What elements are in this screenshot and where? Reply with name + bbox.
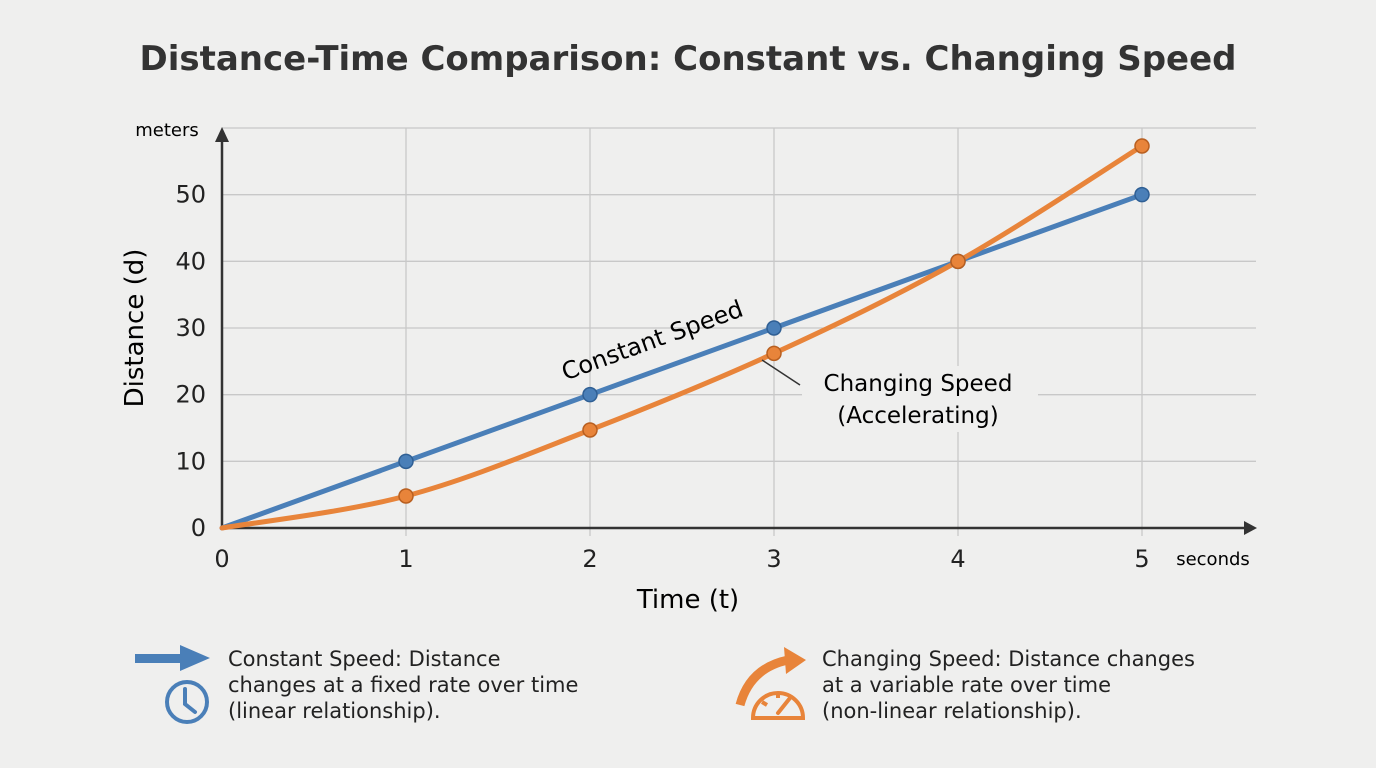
annotation-background <box>802 366 1038 432</box>
x-tick-label: 3 <box>766 545 781 573</box>
data-point-constant <box>398 453 414 470</box>
legend-text: (linear relationship). <box>228 699 441 723</box>
x-tick-label: 0 <box>214 545 229 573</box>
data-point-changing <box>1134 138 1150 154</box>
legend-text: Constant Speed: Distance <box>228 647 501 671</box>
data-point-constant <box>1134 186 1150 203</box>
series-lines <box>219 143 1145 531</box>
x-tick-label: 4 <box>950 545 965 573</box>
y-tick-label: 0 <box>191 514 206 542</box>
series-line-constant-speed <box>219 192 1145 531</box>
data-point-changing <box>766 345 782 362</box>
legend-text: Changing Speed: Distance changes <box>822 647 1195 671</box>
y-tick-label: 30 <box>175 314 206 342</box>
y-axis-label: Distance (d) <box>120 249 150 408</box>
y-unit-label: meters <box>135 120 199 141</box>
clock-icon <box>165 680 209 724</box>
annotation-changing-speed-1: Changing Speed <box>824 371 1013 397</box>
legend-constant-speed: Constant Speed: Distance changes at a fi… <box>228 646 578 724</box>
annotation-changing-speed-2: (Accelerating) <box>837 403 998 429</box>
legend-text: changes at a fixed rate over time <box>228 673 579 697</box>
legend-text: at a variable rate over time <box>822 673 1111 697</box>
data-points <box>398 138 1150 504</box>
speedometer-icon <box>750 691 806 720</box>
y-tick-label: 10 <box>175 447 206 475</box>
data-point-changing <box>398 488 414 504</box>
series-line-changing-speed <box>219 143 1145 531</box>
y-tick-label: 40 <box>175 247 206 275</box>
data-point-changing <box>950 253 966 270</box>
x-tick-label: 1 <box>398 545 413 573</box>
x-tick-label: 2 <box>582 545 597 573</box>
chart-title: Distance-Time Comparison: Constant vs. C… <box>139 39 1236 79</box>
data-point-changing <box>582 422 598 438</box>
legend-text: (non-linear relationship). <box>822 699 1082 723</box>
x-tick-label: 5 <box>1134 545 1149 573</box>
axes <box>215 127 1257 535</box>
x-unit-label: seconds <box>1176 549 1250 570</box>
x-axis-arrow <box>1244 521 1257 535</box>
y-tick-label: 50 <box>175 181 206 209</box>
annotation-leader-line <box>761 359 801 386</box>
curved-arrow-icon <box>735 647 806 707</box>
x-axis-label: Time (t) <box>636 585 739 615</box>
grid <box>222 127 1256 536</box>
data-point-constant <box>766 320 782 336</box>
y-axis-arrow <box>215 127 229 142</box>
data-point-constant <box>582 386 598 403</box>
y-tick-label: 20 <box>175 381 206 409</box>
arrow-right-icon <box>135 645 210 671</box>
legend-changing-speed: Changing Speed: Distance changes at a va… <box>822 646 1195 724</box>
